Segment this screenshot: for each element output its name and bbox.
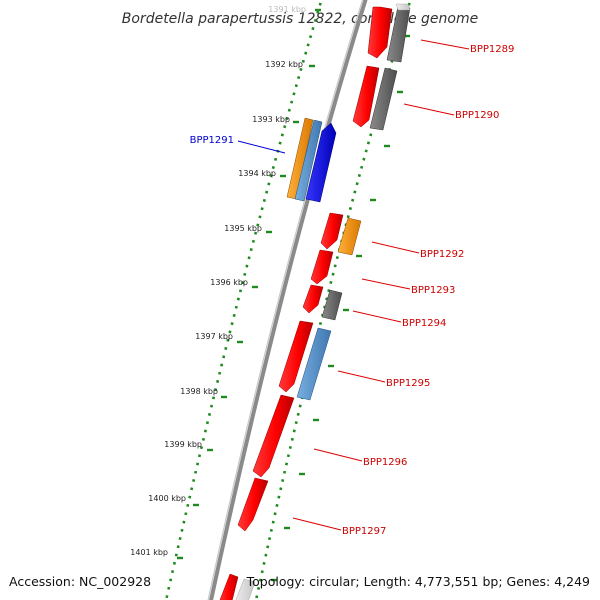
genome-backbone — [209, 0, 368, 600]
scale-label-1393: 1393 kbp — [252, 115, 290, 124]
genome-backbone-shadow — [207, 0, 364, 600]
gene-bpp1291-blue[interactable] — [305, 122, 337, 203]
gene-bpp1289-c[interactable] — [395, 3, 411, 11]
leader-lines — [237, 39, 470, 531]
gene-label-bpp1293[interactable]: BPP1293 — [411, 285, 455, 296]
gene-bpp1290-a[interactable] — [352, 65, 380, 128]
gene-label-bpp1292[interactable]: BPP1292 — [420, 249, 464, 260]
gene-label-bpp1290[interactable]: BPP1290 — [455, 110, 499, 121]
scale-label-1395: 1395 kbp — [224, 224, 262, 233]
scale-label-1400: 1400 kbp — [148, 494, 186, 503]
gene-label-bpp1297[interactable]: BPP1297 — [342, 526, 386, 537]
gene-bpp1289-a[interactable] — [367, 6, 393, 59]
gene-bpp1292-a[interactable] — [320, 212, 344, 250]
scale-ticks-inner — [177, 8, 321, 560]
gene-label-bpp1295[interactable]: BPP1295 — [386, 378, 430, 389]
gene-label-bpp1291[interactable]: BPP1291 — [190, 135, 234, 146]
gene-bpp1290-b[interactable] — [369, 67, 398, 131]
gene-bpp1292-b[interactable] — [337, 217, 362, 256]
gene-bpp1294-a[interactable] — [302, 284, 324, 314]
scale-label-1392: 1392 kbp — [265, 60, 303, 69]
gene-bpp1297[interactable] — [237, 477, 269, 532]
gene-bpp1294-b[interactable] — [321, 289, 343, 321]
gene-bpp1295-a[interactable] — [278, 320, 314, 393]
scale-label-1391: 1391 kbp — [268, 5, 306, 14]
scale-label-1401: 1401 kbp — [130, 548, 168, 557]
gene-bpp1295-b[interactable] — [296, 327, 332, 401]
gene-label-bpp1294[interactable]: BPP1294 — [402, 318, 446, 329]
scale-ticks-outer — [271, 34, 410, 582]
scale-label-1397: 1397 kbp — [195, 332, 233, 341]
accession-text: Accession: NC_002928 — [9, 574, 152, 589]
gene-bpp1293[interactable] — [310, 249, 334, 285]
gene-bottom-b[interactable] — [234, 578, 256, 600]
gene-bottom-a[interactable] — [218, 573, 239, 600]
gene-bpp1296[interactable] — [252, 394, 295, 478]
gene-label-bpp1296[interactable]: BPP1296 — [363, 457, 407, 468]
genome-summary-text: Topology: circular; Length: 4,773,551 bp… — [246, 574, 590, 589]
scale-label-1396: 1396 kbp — [210, 278, 248, 287]
scale-label-1398: 1398 kbp — [180, 387, 218, 396]
gene-label-bpp1289[interactable]: BPP1289 — [470, 44, 514, 55]
scale-label-1399: 1399 kbp — [164, 440, 202, 449]
gene-bpp1291-steel[interactable] — [294, 119, 323, 202]
scale-label-1394: 1394 kbp — [238, 169, 276, 178]
